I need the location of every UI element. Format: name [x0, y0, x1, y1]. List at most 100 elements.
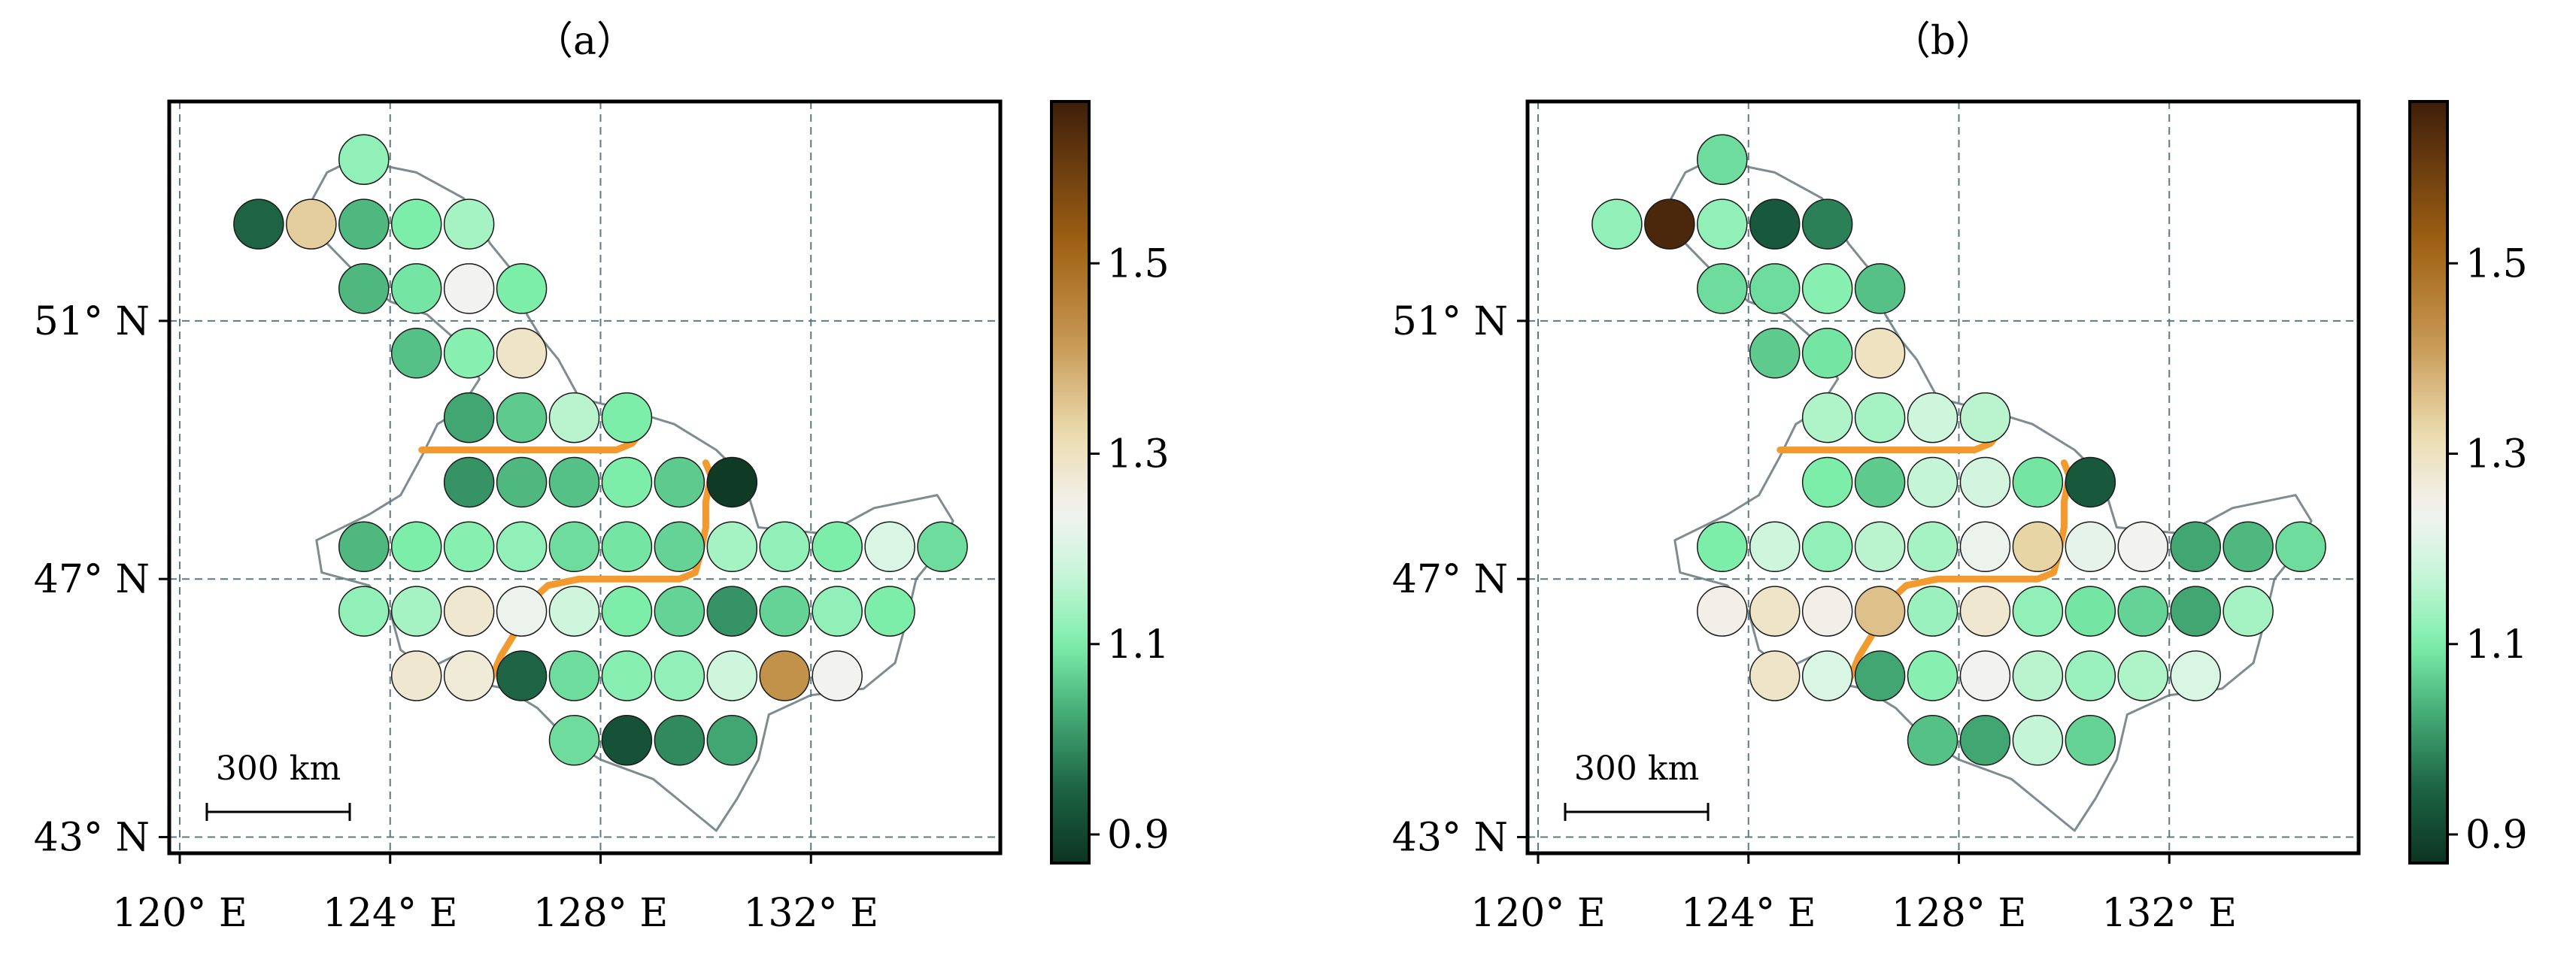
colorbar-tick-label: 0.9: [2465, 813, 2528, 858]
y-tick-label: 43° N: [34, 816, 150, 861]
station-circle: [548, 650, 600, 701]
station-circle: [1854, 586, 1906, 637]
station-circle: [1907, 650, 1959, 701]
colorbar-tick-label: 1.3: [1107, 432, 1170, 477]
colorbar-tick-label: 1.1: [1107, 622, 1170, 668]
divider-line-north: [1776, 427, 2004, 453]
station-circle: [917, 521, 968, 573]
station-circle: [390, 650, 442, 701]
station-circle: [1801, 198, 1853, 250]
station-circle: [1907, 521, 1959, 573]
station-circle: [1644, 198, 1695, 250]
station-circle: [654, 586, 705, 637]
station-circle: [601, 521, 653, 573]
station-circle: [1854, 392, 1906, 444]
x-tick-label: 124° E: [323, 891, 458, 936]
station-circle: [1907, 586, 1959, 637]
station-circle: [2170, 650, 2221, 701]
y-tick-label: 43° N: [1392, 816, 1508, 861]
station-circle: [1801, 263, 1853, 314]
station-circle: [601, 586, 653, 637]
station-circle: [601, 392, 653, 444]
station-circle: [2170, 521, 2221, 573]
station-circle: [1959, 586, 2011, 637]
station-circle: [2223, 586, 2274, 637]
colorbar-tick-label: 0.9: [1107, 813, 1170, 858]
station-circle: [1749, 263, 1801, 314]
station-circle: [812, 586, 863, 637]
station-circle: [812, 521, 863, 573]
station-circle: [654, 715, 705, 766]
station-circle: [390, 263, 442, 314]
colorbar-tick-label: 1.5: [1107, 241, 1170, 286]
plot-frame: [167, 99, 1003, 855]
colorbar: [2408, 100, 2449, 865]
station-circle: [601, 650, 653, 701]
station-circle: [233, 198, 284, 250]
station-circle: [496, 263, 548, 314]
station-circle: [443, 328, 495, 379]
station-circle: [548, 456, 600, 508]
station-circle: [864, 521, 915, 573]
station-circle: [1749, 328, 1801, 379]
station-circle: [706, 586, 758, 637]
station-circle: [1959, 521, 2011, 573]
station-circle: [1801, 328, 1853, 379]
station-circle: [2065, 586, 2116, 637]
station-circle: [1854, 650, 1906, 701]
station-circle: [654, 456, 705, 508]
station-circle: [1854, 456, 1906, 508]
station-circle: [2012, 586, 2064, 637]
plot-frame: [1525, 99, 2361, 855]
station-circle: [390, 198, 442, 250]
station-circle: [2170, 586, 2221, 637]
station-circle: [1749, 521, 1801, 573]
station-circle: [496, 586, 548, 637]
station-circle: [390, 328, 442, 379]
station-circle: [496, 392, 548, 444]
station-circle: [706, 521, 758, 573]
station-circle: [1591, 198, 1643, 250]
station-circle: [496, 456, 548, 508]
station-circle: [2012, 715, 2064, 766]
station-circle: [1801, 521, 1853, 573]
station-circle: [2117, 521, 2169, 573]
station-circle: [1697, 586, 1748, 637]
station-circle: [496, 328, 548, 379]
x-tick-label: 132° E: [2101, 891, 2237, 936]
station-circle: [1697, 521, 1748, 573]
station-circle: [443, 650, 495, 701]
station-circle: [1959, 456, 2011, 508]
station-circle: [1801, 586, 1853, 637]
station-circle: [443, 392, 495, 444]
station-circle: [1854, 328, 1906, 379]
station-circle: [1801, 650, 1853, 701]
station-circle: [1697, 263, 1748, 314]
station-circle: [601, 456, 653, 508]
station-circle: [1801, 392, 1853, 444]
map-panel-a: （a） 300 km 120° E 124° E 128° E 132° E 51° N 47…: [34, 19, 1170, 936]
x-tick-label: 120° E: [1470, 891, 1606, 936]
x-tick-label: 124° E: [1681, 891, 1816, 936]
station-circle: [1749, 650, 1801, 701]
colorbar-tick-label: 1.5: [2465, 241, 2528, 286]
station-circle: [2065, 650, 2116, 701]
station-circle: [1959, 650, 2011, 701]
station-circle: [286, 198, 337, 250]
station-circle: [1697, 134, 1748, 186]
colorbar: [1050, 100, 1091, 865]
station-circle: [1697, 198, 1748, 250]
panel-title: （b）: [1892, 19, 1995, 64]
station-circle: [706, 650, 758, 701]
station-circle: [1854, 521, 1906, 573]
station-circle: [338, 586, 390, 637]
station-circle: [2065, 715, 2116, 766]
station-circle: [2117, 586, 2169, 637]
scale-bar-label: 300 km: [1574, 749, 1699, 788]
station-circle: [1959, 392, 2011, 444]
station-circle: [338, 263, 390, 314]
colorbar-tick-label: 1.3: [2465, 432, 2528, 477]
station-circle: [496, 521, 548, 573]
station-circle: [706, 456, 758, 508]
